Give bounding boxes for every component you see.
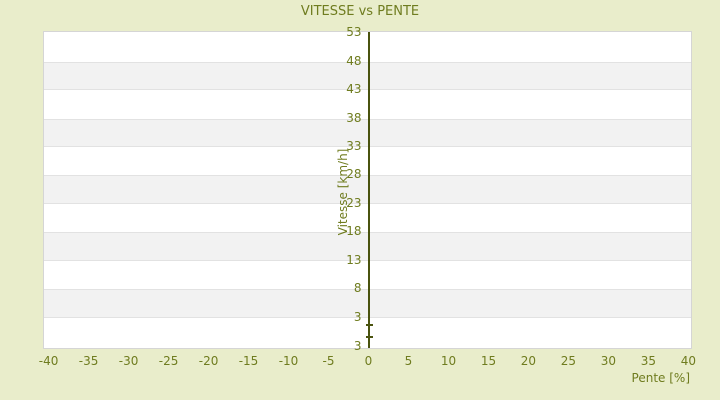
y-tick-label: 53	[346, 25, 362, 40]
x-tick-label: 0	[364, 354, 373, 368]
x-tick-label: -35	[78, 354, 99, 368]
x-tick-label: 25	[560, 354, 577, 368]
grid-band	[44, 232, 691, 261]
grid-band	[44, 175, 691, 204]
x-tick-label: -10	[278, 354, 299, 368]
x-tick-label: -15	[238, 354, 259, 368]
x-tick-label: -20	[198, 354, 219, 368]
grid-band	[44, 118, 691, 147]
data-point-marker	[365, 336, 373, 339]
y-tick-label: 33	[346, 139, 362, 153]
y-tick-label: 3	[353, 309, 362, 324]
data-point-marker	[365, 324, 373, 327]
x-tick-label: 20	[520, 354, 537, 368]
grid-band	[44, 289, 691, 318]
y-tick-label-bottom: 3	[353, 338, 362, 353]
x-tick-label: 5	[404, 354, 413, 368]
grid-band	[44, 61, 691, 91]
x-tick-label: 30	[600, 354, 617, 368]
x-tick-label: -40	[38, 354, 59, 368]
chart-title: VITESSE vs PENTE	[300, 4, 420, 19]
x-tick-label: 10	[440, 354, 457, 368]
y-tick-label: 28	[346, 167, 362, 182]
y-tick-label: 48	[346, 53, 362, 68]
x-tick-label: -5	[322, 354, 335, 368]
x-tick-label: 35	[640, 354, 657, 368]
y-axis-title: Vitesse [km/h]	[336, 148, 350, 236]
y-axis-line	[368, 32, 371, 348]
y-tick-label: 43	[346, 82, 362, 97]
x-tick-label: -30	[118, 354, 139, 368]
y-tick-label: 13	[346, 252, 362, 267]
y-tick-label: 23	[346, 195, 362, 210]
x-tick-label: 40	[680, 354, 697, 368]
x-tick-label: 15	[480, 354, 497, 368]
x-axis-title: Pente [%]	[631, 371, 690, 385]
x-tick-label: -25	[158, 354, 179, 368]
y-tick-label: 38	[346, 110, 362, 125]
y-tick-label: 8	[353, 281, 362, 296]
plot-area	[43, 31, 692, 349]
y-tick-label: 18	[346, 224, 362, 239]
